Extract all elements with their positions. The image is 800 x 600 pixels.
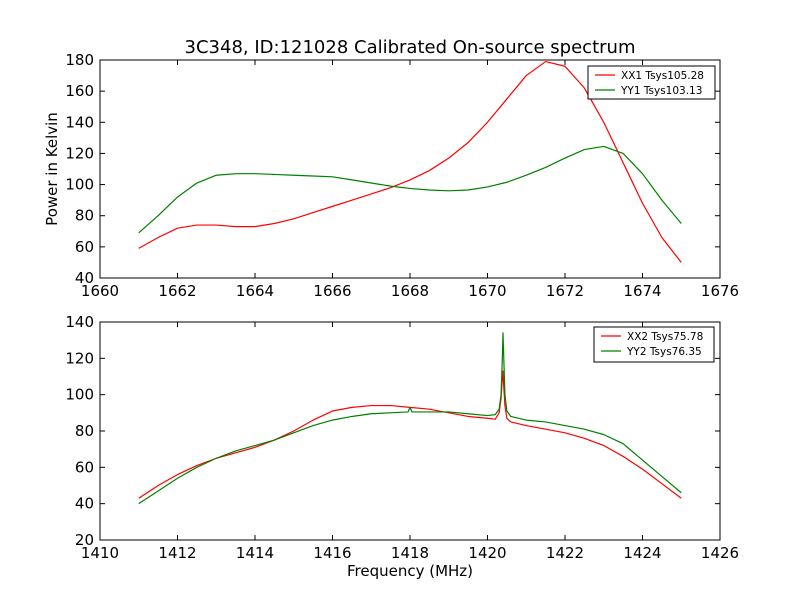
y-tick-label: 80 xyxy=(75,207,94,225)
x-tick-label: 1418 xyxy=(391,544,429,562)
series-line-2-2 xyxy=(138,332,682,505)
y-tick-label: 40 xyxy=(75,495,94,513)
y-tick-label: 160 xyxy=(65,82,94,100)
y-tick-label: 60 xyxy=(75,458,94,476)
x-tick-label: 1674 xyxy=(623,282,661,300)
legend-box xyxy=(593,326,715,363)
y-tick-label: 100 xyxy=(65,386,94,404)
y-tick-label: 120 xyxy=(65,349,94,367)
chart-title: 3C348, ID:121028 Calibrated On-source sp… xyxy=(185,37,636,58)
x-tick-label: 1670 xyxy=(468,282,506,300)
legend-label: XX1 Tsys105.28 xyxy=(621,70,704,82)
x-tick-label: 1420 xyxy=(468,544,506,562)
legend-1: XX1 Tsys105.28 YY1 Tsys103.13 xyxy=(587,65,716,100)
x-tick-label: 1660 xyxy=(81,282,119,300)
y-tick-label: 60 xyxy=(75,238,94,256)
x-tick-label: 1412 xyxy=(158,544,196,562)
x-tick-label: 1662 xyxy=(158,282,196,300)
x-axis-label: Frequency (MHz) xyxy=(347,562,473,580)
legend-label: YY2 Tsys76.35 xyxy=(626,346,702,358)
x-tick-label: 1414 xyxy=(236,544,274,562)
panel-1: 1660 1662 1664 1666 1668 1670 1672 1674 1676 40 60… xyxy=(43,51,739,300)
series-line-1-2 xyxy=(138,145,682,234)
legend-label: YY1 Tsys103.13 xyxy=(620,85,702,97)
panel-2: 1410 1412 1414 1416 1418 1420 1422 1424 1426 20 40… xyxy=(65,313,739,580)
y-tick-label: 80 xyxy=(75,422,94,440)
x-tick-label: 1668 xyxy=(391,282,429,300)
legend-label: XX2 Tsys75.78 xyxy=(627,331,703,343)
x-tick-label: 1666 xyxy=(313,282,351,300)
y-tick-label: 140 xyxy=(65,313,94,331)
x-tick-label: 1410 xyxy=(81,544,119,562)
y-axis-label: Power in Kelvin xyxy=(43,112,61,226)
x-tick-label: 1424 xyxy=(623,544,661,562)
x-tick-label: 1426 xyxy=(701,544,739,562)
x-tick-label: 1672 xyxy=(546,282,584,300)
legend-2: XX2 Tsys75.78 YY2 Tsys76.35 xyxy=(593,326,715,363)
y-tick-label: 120 xyxy=(65,144,94,162)
y-tick-label: 20 xyxy=(75,531,94,549)
x-tick-label: 1664 xyxy=(236,282,274,300)
y-tick-label: 180 xyxy=(65,51,94,69)
legend-box xyxy=(587,65,716,100)
y-tick-label: 140 xyxy=(65,113,94,131)
series-line-2-1 xyxy=(138,370,682,499)
x-tick-label: 1422 xyxy=(546,544,584,562)
y-tick-label: 40 xyxy=(75,269,94,287)
x-tick-label: 1416 xyxy=(313,544,351,562)
x-tick-label: 1676 xyxy=(701,282,739,300)
y-tick-label: 100 xyxy=(65,176,94,194)
